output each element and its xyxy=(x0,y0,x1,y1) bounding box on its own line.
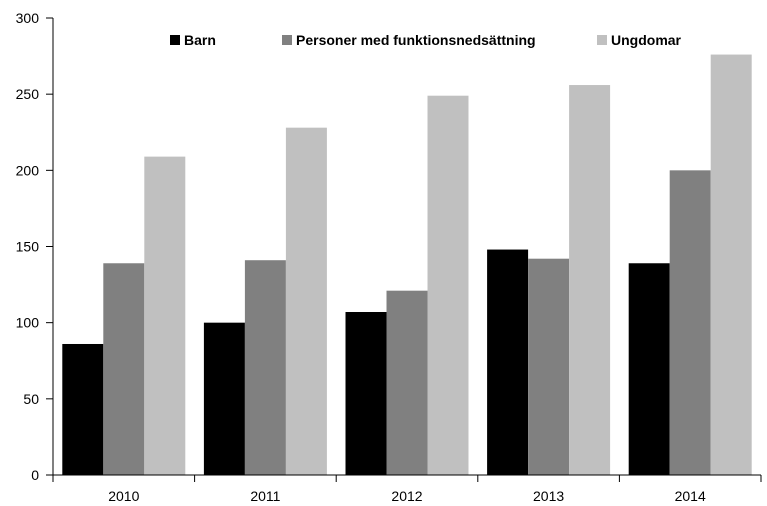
y-tick-label-200: 200 xyxy=(16,162,40,178)
bar-barn-2013 xyxy=(487,249,529,475)
legend-item-1: Personer med funktionsnedsättning xyxy=(282,32,536,48)
y-tick-label-50: 50 xyxy=(23,391,39,407)
y-tick-label-250: 250 xyxy=(16,86,40,102)
legend: Barn Personer med funktionsnedsättning Ung… xyxy=(170,32,682,48)
bar-barn-2011 xyxy=(203,322,245,475)
bar-ungdomar-2014 xyxy=(710,54,752,476)
plot-area xyxy=(62,54,752,476)
bar-personer-med-funktionsnedsättning-2012 xyxy=(386,290,428,475)
legend-label-2: Ungdomar xyxy=(611,32,682,48)
bar-personer-med-funktionsnedsättning-2010 xyxy=(103,263,145,475)
bar-personer-med-funktionsnedsättning-2013 xyxy=(528,258,570,475)
legend-swatch-2 xyxy=(597,35,607,45)
x-tick-label-2013: 2013 xyxy=(533,488,564,504)
y-tick-label-300: 300 xyxy=(16,10,40,26)
bar-barn-2010 xyxy=(62,343,104,475)
bar-personer-med-funktionsnedsättning-2014 xyxy=(669,170,711,475)
bar-ungdomar-2013 xyxy=(569,85,611,475)
y-tick-label-100: 100 xyxy=(16,315,40,331)
legend-label-0: Barn xyxy=(184,32,216,48)
x-tick-label-2010: 2010 xyxy=(108,488,139,504)
bar-barn-2012 xyxy=(345,312,387,475)
legend-swatch-1 xyxy=(282,35,292,45)
bar-ungdomar-2012 xyxy=(427,95,469,475)
legend-label-1: Personer med funktionsnedsättning xyxy=(296,32,536,48)
legend-item-2: Ungdomar xyxy=(597,32,682,48)
y-tick-label-150: 150 xyxy=(16,239,40,255)
x-tick-label-2012: 2012 xyxy=(391,488,422,504)
bar-personer-med-funktionsnedsättning-2011 xyxy=(244,260,286,475)
legend-item-0: Barn xyxy=(170,32,216,48)
bar-ungdomar-2010 xyxy=(144,156,186,475)
bar-barn-2014 xyxy=(628,263,670,475)
legend-swatch-0 xyxy=(170,35,180,45)
x-tick-label-2011: 2011 xyxy=(250,488,280,504)
axes: 0 50 100 150 200 250 300 2010 2011 2012 2013 2014 xyxy=(16,10,762,504)
y-tick-label-0: 0 xyxy=(31,467,39,483)
bar-ungdomar-2011 xyxy=(285,127,327,476)
x-tick-label-2014: 2014 xyxy=(675,488,706,504)
